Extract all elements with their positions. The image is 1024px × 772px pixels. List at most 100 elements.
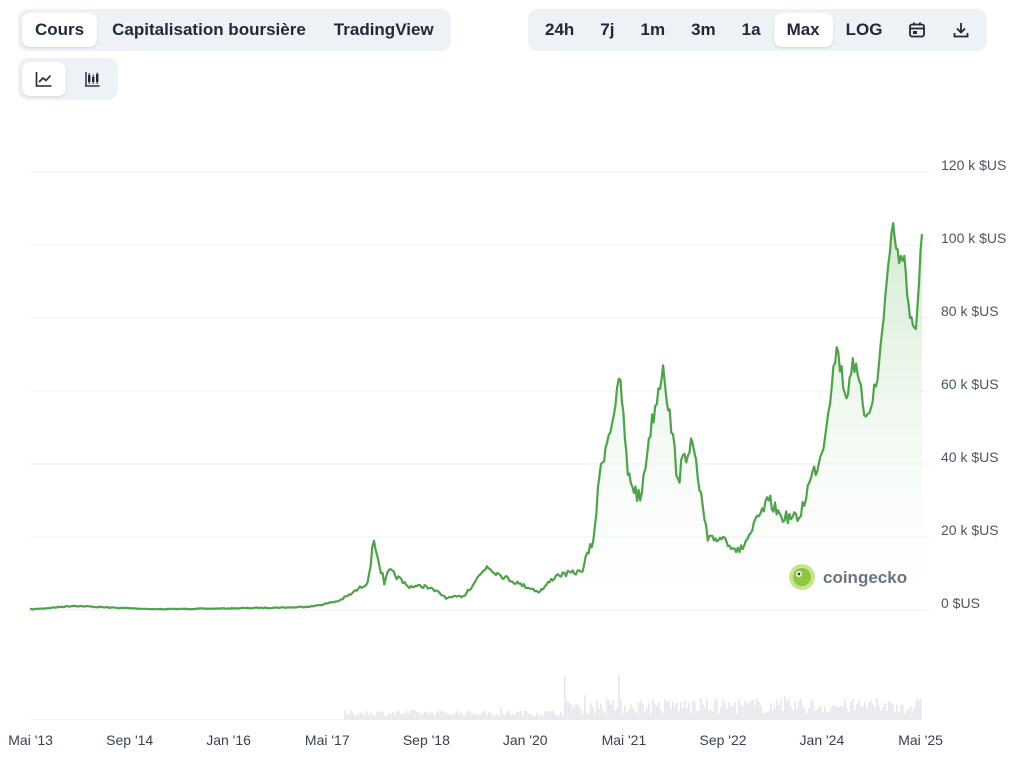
y-tick-label: 80 k $US (941, 303, 999, 319)
tab-price[interactable]: Cours (22, 13, 98, 47)
volume-bar (398, 710, 400, 720)
volume-bar (304, 719, 306, 720)
volume-bar (206, 719, 208, 720)
volume-bar (156, 719, 158, 720)
volume-bar (438, 710, 440, 720)
calendar-button[interactable] (895, 13, 939, 47)
volume-bar (544, 711, 546, 720)
volume-bar (800, 698, 802, 720)
volume-bar (610, 704, 612, 720)
volume-bar (686, 708, 688, 720)
volume-bar (112, 719, 114, 720)
download-icon (954, 23, 969, 38)
volume-bar (30, 719, 32, 720)
volume-bar (366, 711, 368, 720)
candlestick-view-button[interactable] (70, 62, 114, 96)
volume-bar (210, 719, 212, 720)
volume-bar (416, 711, 418, 720)
volume-bar (674, 705, 676, 720)
volume-bar (82, 719, 84, 720)
volume-bar (120, 719, 122, 720)
volume-bar (650, 713, 652, 720)
volume-bar (262, 719, 264, 720)
volume-bar (584, 695, 586, 720)
y-tick-label: 20 k $US (941, 522, 999, 538)
volume-bar (572, 708, 574, 720)
volume-bar (100, 719, 102, 720)
tab-market-cap[interactable]: Capitalisation boursière (112, 20, 306, 39)
volume-bar (802, 706, 804, 720)
range-3m-button[interactable]: 3m (691, 20, 716, 39)
volume-bar (466, 712, 468, 720)
volume-bar (218, 719, 220, 720)
volume-bar (536, 713, 538, 720)
x-tick-label: Jan '20 (503, 732, 548, 748)
volume-bar (490, 712, 492, 720)
volume-bar (854, 709, 856, 720)
line-view-button[interactable] (22, 62, 66, 96)
volume-bar (256, 719, 258, 720)
volume-bar (522, 715, 524, 720)
volume-bar (402, 713, 404, 720)
volume-bar (314, 719, 316, 720)
volume-bar (176, 719, 178, 720)
volume-bar (422, 713, 424, 720)
volume-bar (804, 708, 806, 720)
range-7d-button[interactable]: 7j (600, 20, 615, 39)
volume-bar (902, 704, 904, 720)
volume-bar (418, 712, 420, 720)
volume-bar (186, 719, 188, 720)
volume-bar (712, 711, 714, 720)
volume-bar (136, 719, 138, 720)
volume-bar (682, 708, 684, 720)
volume-bar (376, 711, 378, 720)
volume-bar (860, 707, 862, 720)
volume-bar (282, 719, 284, 720)
volume-bar (662, 712, 664, 720)
volume-bar (442, 711, 444, 720)
volume-bar (328, 719, 330, 720)
range-1y-button[interactable]: 1a (741, 20, 761, 39)
volume-bar (696, 711, 698, 720)
volume-bar (408, 713, 410, 720)
download-button[interactable] (939, 13, 983, 47)
tab-tradingview[interactable]: TradingView (333, 20, 434, 39)
volume-bar (792, 710, 794, 720)
volume-bar (488, 711, 490, 720)
volume-bar (198, 719, 200, 720)
range-24h-button[interactable]: 24h (545, 20, 575, 39)
volume-bar (372, 715, 374, 720)
volume-bar (874, 707, 876, 720)
volume-bar (32, 719, 34, 720)
volume-bar (484, 710, 486, 720)
volume-bar (596, 700, 598, 720)
volume-bar (618, 674, 620, 720)
log-scale-button[interactable]: LOG (845, 20, 883, 39)
volume-bar (676, 702, 678, 720)
volume-bar (338, 719, 340, 720)
volume-bar (216, 719, 218, 720)
range-1m-button[interactable]: 1m (640, 20, 666, 39)
volume-bar (72, 719, 74, 720)
volume-bar (880, 710, 882, 720)
volume-bar (838, 706, 840, 720)
volume-bar (174, 719, 176, 720)
volume-bar (78, 719, 80, 720)
volume-bar (868, 702, 870, 720)
volume-bar (340, 719, 342, 720)
volume-bar (306, 719, 308, 720)
volume-bar (900, 705, 902, 720)
volume-bar (162, 719, 164, 720)
volume-bar (424, 711, 426, 720)
volume-bar (718, 713, 720, 720)
volume-bar (48, 719, 50, 720)
volume-bar (818, 707, 820, 720)
volume-bar (414, 710, 416, 720)
volume-bar (330, 719, 332, 720)
range-max-button[interactable]: Max (773, 13, 833, 47)
volume-bar (164, 719, 166, 720)
volume-bar (380, 710, 382, 720)
volume-bar (246, 719, 248, 720)
volume-bar (334, 719, 336, 720)
